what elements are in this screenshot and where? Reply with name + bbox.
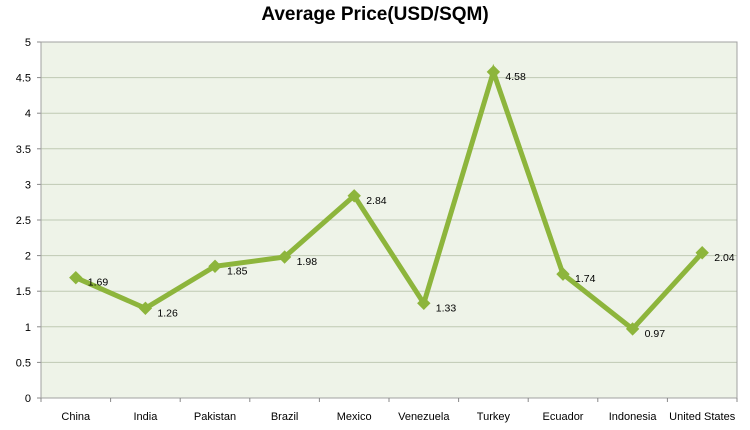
data-point (208, 259, 222, 273)
x-tick-label: India (133, 411, 158, 423)
data-point (277, 250, 292, 264)
y-tick-label: 4.5 (16, 73, 31, 85)
x-tick-label: Mexico (337, 411, 372, 423)
data-label: 1.69 (88, 277, 109, 289)
y-tick-label: 2.5 (16, 215, 31, 227)
y-tick-label: 4 (25, 108, 31, 120)
data-point (625, 322, 640, 336)
label-layer: 1.69 1.26 1.85 1.98 2.84 1.33 4.58 1.74 0.97 2.04 (88, 71, 735, 340)
data-point (138, 301, 153, 315)
x-tick-label: China (61, 411, 91, 423)
y-tick-label: 1.5 (16, 286, 31, 298)
data-label: 1.26 (157, 307, 178, 319)
data-point (556, 267, 570, 281)
y-tick-label: 5 (25, 37, 31, 49)
data-point (486, 65, 501, 79)
data-label: 1.85 (227, 265, 248, 277)
axis-layer: 0 0.5 1 1.5 2 2.5 3 3.5 4 4.5 5 China India Pakistan B… (16, 37, 738, 423)
grid-layer (41, 41, 737, 398)
data-point (347, 189, 361, 203)
data-label: 0.97 (645, 328, 666, 340)
data-point (417, 296, 431, 311)
y-tick-label: 2 (25, 251, 31, 263)
y-tick-label: 3.5 (16, 144, 31, 156)
chart-title: Average Price(USD/SQM) (261, 4, 489, 25)
series-layer (69, 63, 709, 336)
x-tick-label: United States (669, 411, 736, 423)
y-tick-label: 0.5 (16, 357, 31, 369)
data-label: 2.04 (714, 252, 735, 264)
x-tick-label: Brazil (271, 411, 299, 423)
data-label: 1.98 (297, 256, 318, 268)
y-tick-label: 3 (25, 179, 31, 191)
series-line (74, 63, 705, 333)
data-label: 2.84 (366, 195, 387, 207)
data-point (695, 246, 709, 260)
x-tick-label: Turkey (477, 411, 511, 423)
x-tick-label: Venezuela (398, 411, 450, 423)
y-tick-label: 1 (25, 322, 31, 334)
data-label: 1.74 (575, 273, 596, 285)
x-tick-label: Indonesia (609, 411, 658, 423)
data-label: 1.33 (436, 302, 457, 314)
x-tick-label: Ecuador (543, 411, 584, 423)
data-point (69, 270, 83, 285)
y-tick-label: 0 (25, 393, 31, 405)
data-label: 4.58 (505, 71, 526, 83)
x-tick-label: Pakistan (194, 411, 236, 423)
